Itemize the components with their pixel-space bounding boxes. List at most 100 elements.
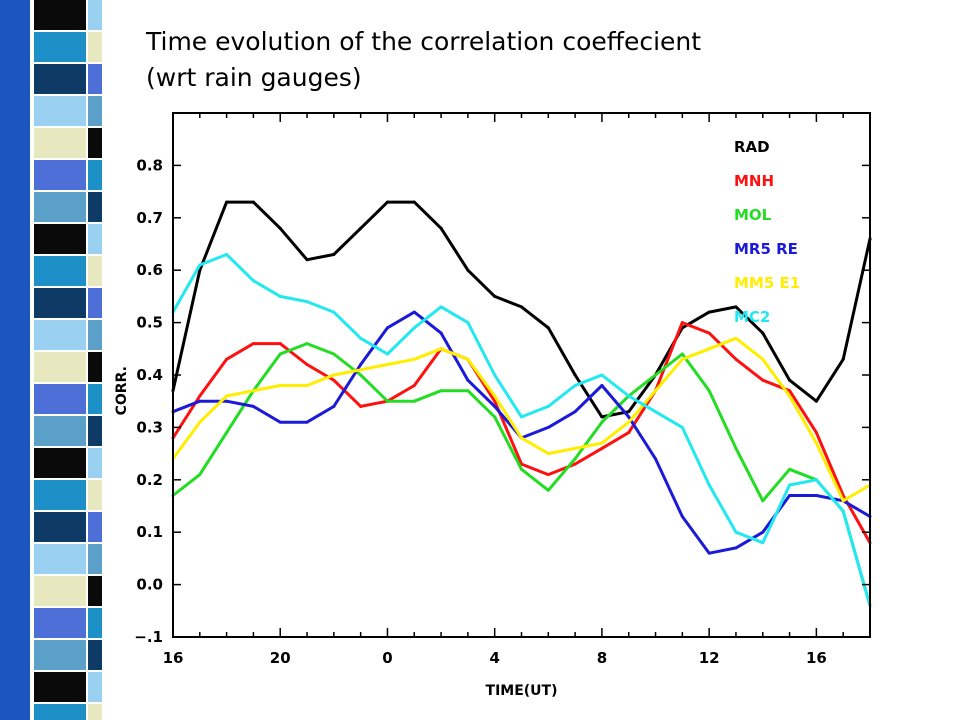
strip-block: [88, 192, 102, 222]
strip-block: [34, 192, 86, 222]
data-point: [707, 389, 711, 393]
data-point: [788, 467, 792, 471]
data-point: [439, 331, 443, 335]
strip-block: [34, 96, 86, 126]
data-point: [251, 279, 255, 283]
data-point: [814, 494, 818, 498]
strip-block: [34, 608, 86, 638]
data-point: [841, 357, 845, 361]
series-line: [172, 342, 872, 607]
data-point: [251, 404, 255, 408]
data-point: [707, 483, 711, 487]
strip-block: [88, 704, 102, 720]
y-tick-label: 0.3: [136, 418, 163, 436]
data-point: [734, 336, 738, 340]
data-point: [225, 394, 229, 398]
strip-block: [34, 448, 86, 478]
data-point: [493, 415, 497, 419]
data-point: [385, 352, 389, 356]
data-point: [225, 399, 229, 403]
strip-block: [34, 640, 86, 670]
data-point: [493, 373, 497, 377]
data-point: [546, 326, 550, 330]
data-point: [600, 441, 604, 445]
strip-block: [34, 256, 86, 286]
y-tick-label: 0.0: [136, 576, 163, 594]
data-point: [761, 499, 765, 503]
data-point: [251, 200, 255, 204]
axis-ticks: −.1 0.0 0.1 0.2 0.3 0.4 0.5 0.6 0.7 0.8 16 20 0 4 8 12 1…: [134, 113, 871, 667]
data-point: [412, 357, 416, 361]
data-point: [251, 389, 255, 393]
data-point: [600, 373, 604, 377]
data-point: [198, 473, 202, 477]
strip-block: [34, 352, 86, 382]
data-point: [278, 294, 282, 298]
strip-block: [88, 256, 102, 286]
data-point: [734, 546, 738, 550]
data-point: [707, 347, 711, 351]
data-point: [278, 342, 282, 346]
strip-block: [88, 544, 102, 574]
data-point: [520, 436, 523, 440]
strip-block: [88, 320, 102, 350]
data-point: [198, 394, 202, 398]
correlation-line-chart: −.1 0.0 0.1 0.2 0.3 0.4 0.5 0.6 0.7 0.8 16 20 0 4 8 12 1…: [114, 112, 872, 699]
series-lines: [171, 200, 872, 608]
strip-block: [88, 448, 102, 478]
data-point: [493, 399, 497, 403]
strip-block: [34, 672, 86, 702]
data-point: [734, 305, 738, 309]
data-point: [814, 399, 818, 403]
data-point: [546, 473, 550, 477]
data-point: [466, 321, 470, 325]
y-tick-label: 0.7: [136, 209, 163, 227]
data-point: [225, 200, 229, 204]
data-point: [734, 446, 738, 450]
legend-entry: RAD: [734, 138, 770, 156]
data-point: [600, 415, 604, 419]
data-point: [439, 226, 443, 230]
data-point: [707, 310, 711, 314]
data-point: [412, 310, 416, 314]
data-point: [385, 200, 389, 204]
y-tick-label: 0.1: [136, 523, 163, 541]
legend-entry: MR5 RE: [734, 240, 798, 258]
y-tick-label: 0.2: [136, 471, 163, 489]
data-point: [546, 488, 550, 492]
data-point: [627, 410, 631, 414]
legend-entry: MM5 E1: [734, 274, 800, 292]
data-point: [520, 415, 523, 419]
strip-block: [34, 576, 86, 606]
strip-block: [34, 416, 86, 446]
strip-block: [88, 608, 102, 638]
strip-block: [88, 672, 102, 702]
data-point: [385, 399, 389, 403]
data-point: [466, 357, 470, 361]
data-point: [573, 410, 577, 414]
data-point: [305, 258, 309, 262]
x-tick-label: 16: [163, 649, 184, 667]
strip-block: [34, 704, 86, 720]
strip-block: [88, 288, 102, 318]
data-point: [305, 383, 309, 387]
data-point: [466, 268, 470, 272]
strip-block: [88, 224, 102, 254]
strip-block: [88, 576, 102, 606]
strip-block: [34, 0, 86, 30]
strip-block: [34, 64, 86, 94]
data-point: [278, 383, 282, 387]
strip-block: [34, 544, 86, 574]
data-point: [841, 499, 845, 503]
strip-block: [34, 512, 86, 542]
strip-block: [34, 288, 86, 318]
y-tick-label: 0.5: [136, 314, 163, 332]
strip-block: [34, 128, 86, 158]
y-tick-label: 0.4: [136, 366, 163, 384]
x-tick-label: 0: [382, 649, 392, 667]
data-point: [412, 383, 416, 387]
legend-entry: MNH: [734, 172, 774, 190]
strip-block: [88, 0, 102, 30]
strip-block: [34, 224, 86, 254]
data-point: [412, 399, 416, 403]
